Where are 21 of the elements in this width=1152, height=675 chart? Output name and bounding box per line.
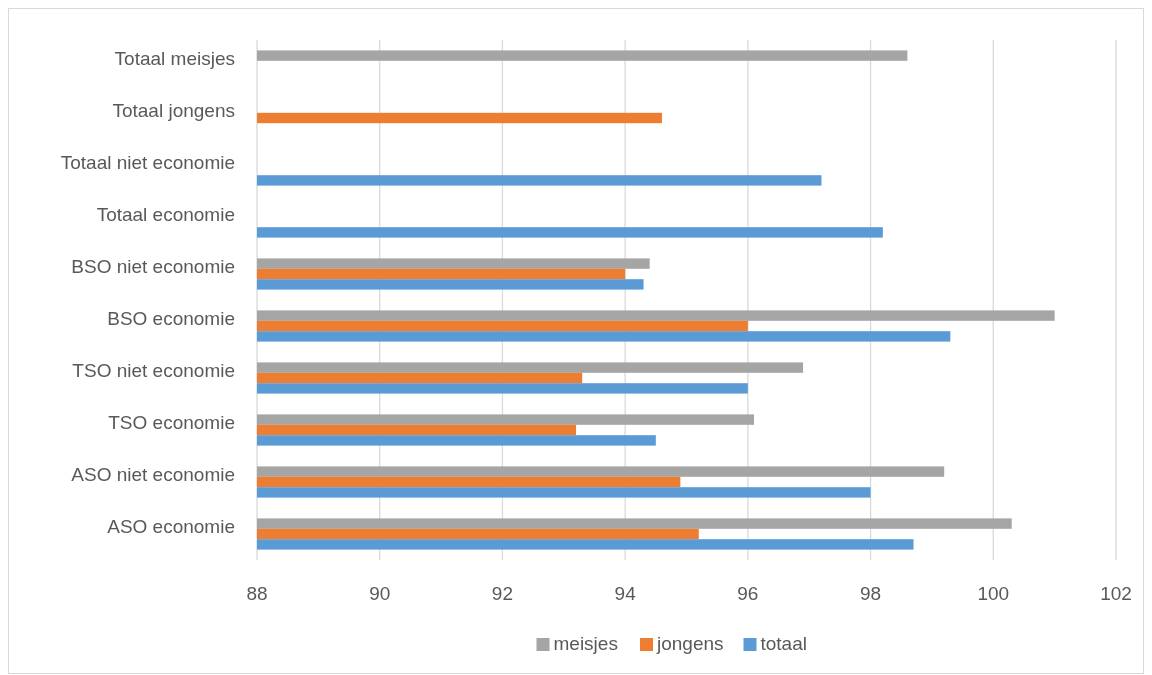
x-tick-label: 102 — [1100, 583, 1132, 604]
legend-label: meisjes — [553, 633, 618, 655]
y-tick-label: BSO niet economie — [71, 256, 235, 278]
x-tick-label: 94 — [614, 583, 637, 604]
x-tick-label: 98 — [860, 583, 882, 604]
y-tick-label: ASO niet economie — [71, 464, 235, 486]
x-tick-label: 96 — [737, 583, 759, 604]
x-tick-label: 88 — [246, 583, 268, 604]
y-tick-label: Totaal meisjes — [114, 48, 235, 70]
y-tick-label: BSO economie — [107, 308, 235, 330]
legend-label: jongens — [656, 633, 724, 655]
x-tick-label: 100 — [977, 583, 1010, 604]
y-tick-label: Totaal jongens — [112, 100, 235, 122]
y-tick-label: TSO economie — [108, 412, 235, 434]
legend-label: totaal — [760, 633, 807, 655]
y-tick-label: Totaal niet economie — [60, 152, 235, 174]
y-tick-label: ASO economie — [107, 516, 235, 538]
x-tick-label: 92 — [491, 583, 513, 604]
y-tick-label: Totaal economie — [96, 204, 235, 226]
y-tick-label: TSO niet economie — [72, 360, 235, 382]
x-tick-label: 90 — [369, 583, 391, 604]
